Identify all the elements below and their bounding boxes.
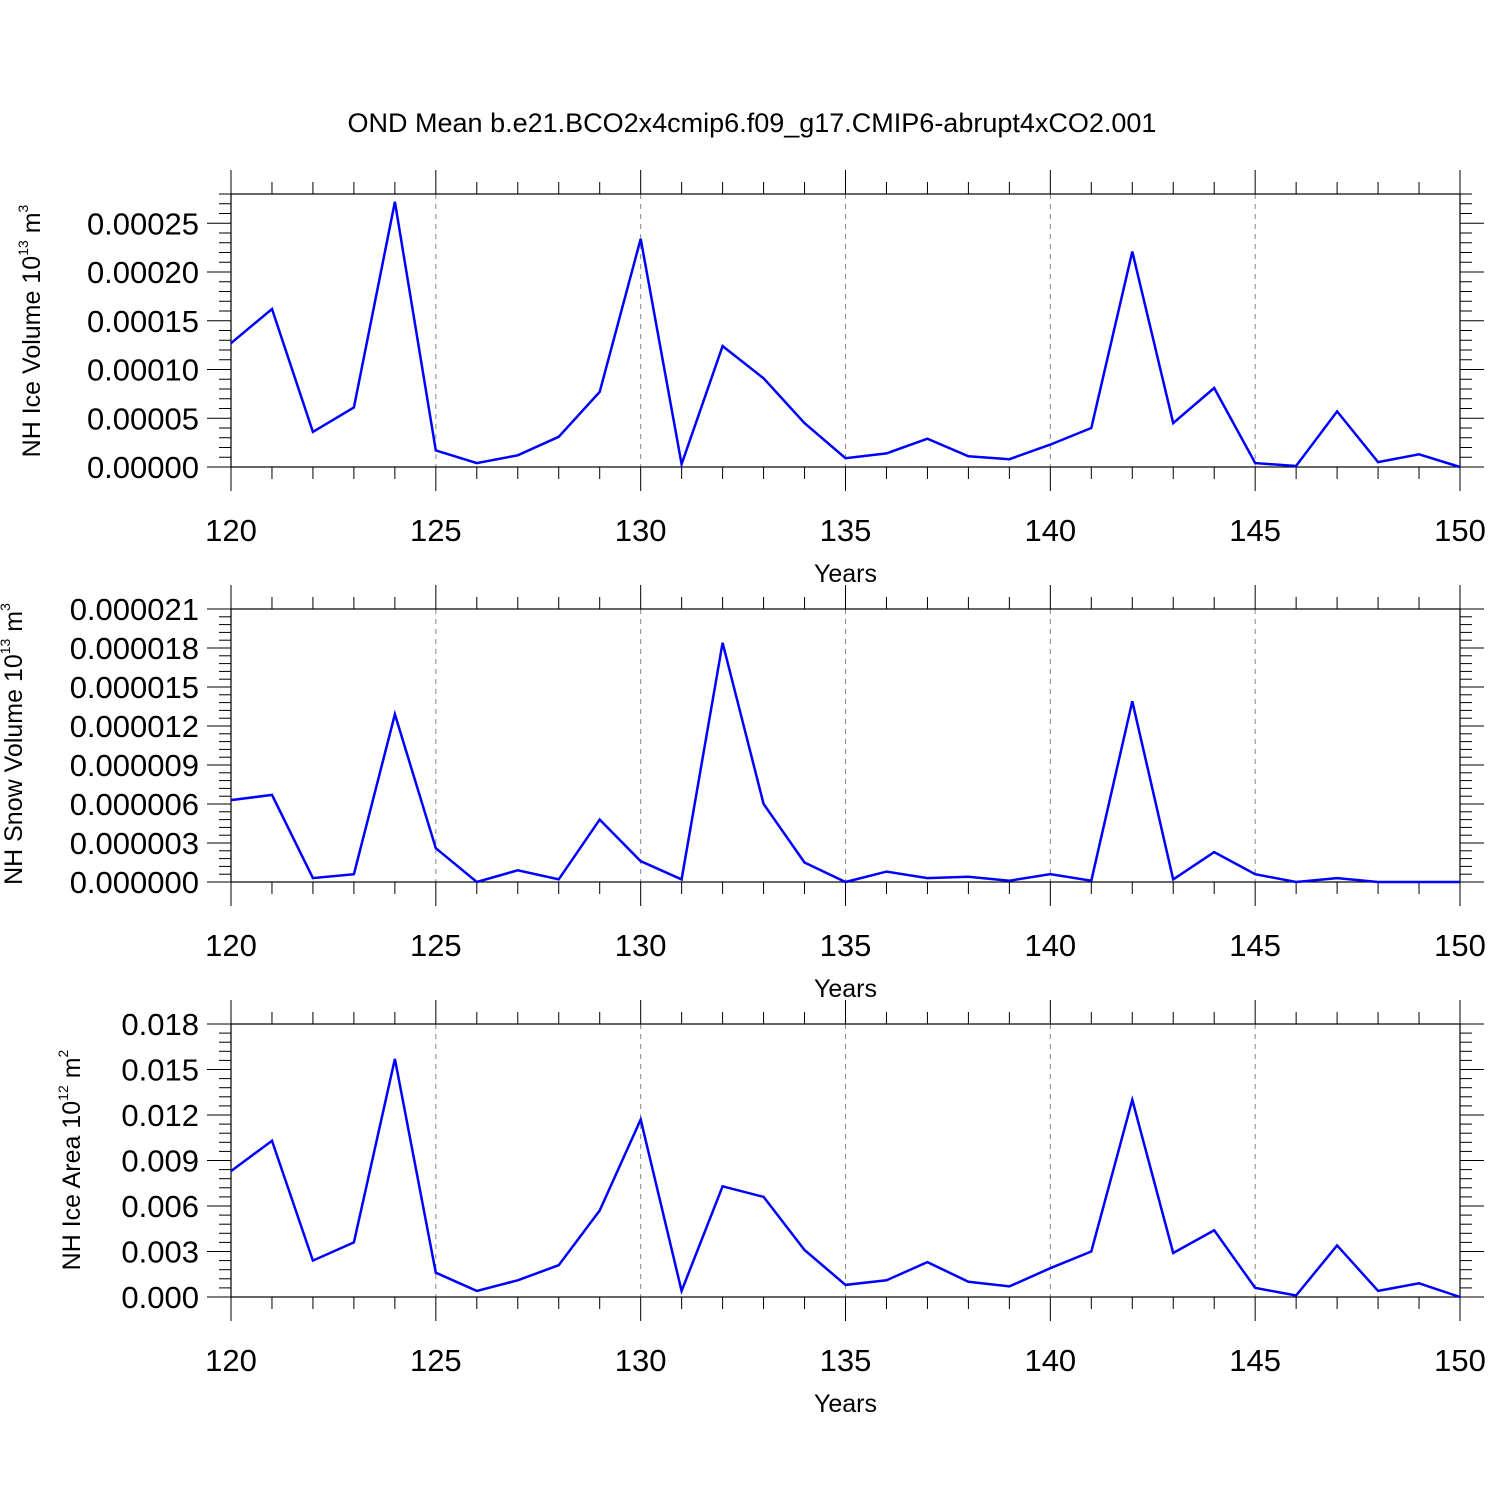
y-tick-label: 0.015 [121,1053,199,1088]
x-tick-label: 145 [1229,513,1281,548]
x-tick-label: 135 [820,1343,872,1378]
x-tick-label: 120 [205,928,257,963]
y-tick-label: 0.00010 [87,353,199,388]
y-axis-title-text: NH Ice Area 10 [58,1101,86,1271]
x-tick-label: 150 [1434,928,1486,963]
chart-panel-2: 120 125 130 135 140 145 150 0.000000 0.000003 0.0… [0,585,1486,1003]
y-axis-title: NH Snow Volume 1013 m3 [0,603,28,885]
y-tick-label: 0.000006 [70,787,199,822]
y-tick-label: 0.00005 [87,401,199,436]
x-axis-title: Years [814,975,877,1003]
y-axis-title-unit-exponent: 2 [55,1049,71,1057]
y-axis-title: NH Ice Area 1012 m2 [55,1049,86,1270]
x-tick-label: 130 [615,1343,667,1378]
x-tick-label: 130 [615,513,667,548]
y-tick-label: 0.006 [121,1189,199,1224]
y-axis-title-exponent: 13 [0,638,13,654]
y-tick-label: 0.000000 [70,865,199,900]
x-tick-label: 140 [1024,928,1076,963]
chart-panel-1: 120 125 130 135 140 145 150 0.00000 0.00005 0.000… [15,170,1486,588]
x-tick-label: 140 [1024,513,1076,548]
y-axis-title: NH Ice Volume 1013 m3 [15,204,46,457]
y-tick-label: 0.000012 [70,709,199,744]
y-axis-title-unit-exponent: 3 [15,204,31,212]
y-axis-title-text: NH Ice Volume 10 [18,256,46,458]
x-tick-label: 145 [1229,1343,1281,1378]
x-tick-label: 135 [820,513,872,548]
y-axis-title-exponent: 13 [15,240,31,256]
y-tick-label: 0.003 [121,1235,199,1270]
y-axis-title-unit: m [0,611,28,639]
x-tick-label: 135 [820,928,872,963]
y-tick-label: 0.00025 [87,206,199,241]
y-axis-title-exponent: 12 [55,1085,71,1101]
y-axis-title-unit: m [58,1057,86,1085]
x-tick-label: 150 [1434,513,1486,548]
y-tick-label: 0.000009 [70,748,199,783]
y-axis-title-unit: m [18,212,46,240]
x-tick-label: 125 [410,1343,462,1378]
y-tick-label: 0.018 [121,1007,199,1042]
y-tick-label: 0.000003 [70,826,199,861]
y-tick-label: 0.000021 [70,592,199,627]
x-tick-label: 125 [410,513,462,548]
x-tick-label: 145 [1229,928,1281,963]
x-tick-label: 125 [410,928,462,963]
y-tick-label: 0.000018 [70,631,199,666]
x-tick-label: 120 [205,1343,257,1378]
y-axis-title-unit-exponent: 3 [0,603,13,611]
x-tick-label: 150 [1434,1343,1486,1378]
y-tick-label: 0.000 [121,1280,199,1315]
x-axis-title: Years [814,560,877,588]
x-tick-label: 120 [205,513,257,548]
x-tick-label: 130 [615,928,667,963]
y-tick-label: 0.009 [121,1144,199,1179]
x-axis-title: Years [814,1390,877,1418]
y-tick-label: 0.00000 [87,450,199,485]
figure-title: OND Mean b.e21.BCO2x4cmip6.f09_g17.CMIP6… [348,108,1157,138]
y-tick-label: 0.00020 [87,255,199,290]
y-tick-label: 0.00015 [87,304,199,339]
chart-panel-3: 120 125 130 135 140 145 150 0.000 0.003 0.006 0.00… [55,1000,1486,1418]
y-axis-title-text: NH Snow Volume 10 [0,654,28,885]
x-tick-label: 140 [1024,1343,1076,1378]
y-tick-label: 0.000015 [70,670,199,705]
y-tick-label: 0.012 [121,1098,199,1133]
